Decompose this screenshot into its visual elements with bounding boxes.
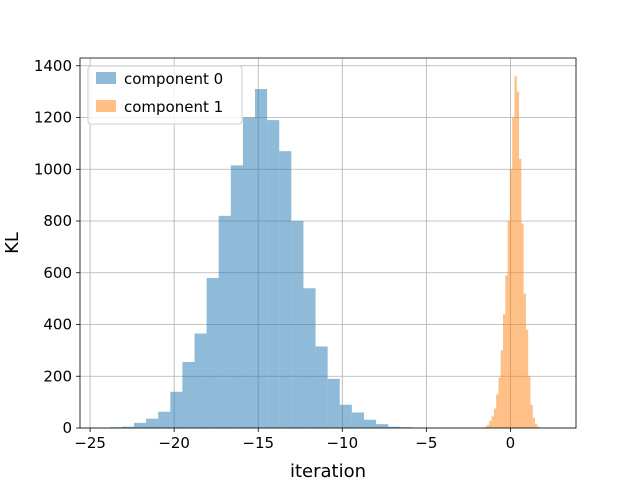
bar-component-0 (315, 346, 328, 428)
x-tick-label: −15 (242, 434, 274, 452)
bar-component-1 (507, 221, 510, 428)
bar-component-1 (493, 408, 497, 428)
plot-frame (79, 57, 577, 429)
bar-component-0 (351, 412, 364, 428)
bar-component-0 (242, 117, 256, 428)
bar-component-0 (339, 404, 352, 428)
bar-component-1 (528, 376, 531, 428)
bar-component-1 (521, 223, 524, 428)
x-tick-label: −5 (415, 434, 437, 452)
series-component-0 (109, 89, 413, 428)
bar-component-1 (519, 158, 522, 428)
bar-component-0 (388, 426, 401, 428)
y-tick-label: 200 (43, 367, 72, 385)
bar-component-0 (230, 165, 243, 428)
bar-component-1 (500, 350, 504, 428)
bar-component-1 (532, 417, 536, 428)
bar-component-1 (487, 424, 490, 428)
bar-component-1 (516, 91, 520, 429)
y-axis-ticks: 0 200 400 600 800 1000 1200 1400 (34, 57, 80, 437)
bar-component-1 (505, 275, 508, 428)
bar-component-0 (303, 288, 316, 428)
y-tick-label: 400 (43, 316, 72, 334)
bar-component-1 (535, 424, 538, 428)
bar-component-0 (363, 419, 377, 428)
bar-component-1 (498, 377, 501, 428)
y-tick-label: 1200 (34, 109, 72, 127)
bar-component-0 (291, 221, 304, 428)
bar-component-0 (279, 151, 292, 428)
legend-label-component-1: component 1 (124, 98, 223, 116)
x-tick-label: −25 (74, 434, 106, 452)
legend: component 0 component 1 (87, 65, 243, 125)
bar-component-0 (194, 333, 207, 428)
bar-component-1 (530, 404, 533, 428)
bar-component-0 (170, 391, 183, 428)
bar-component-1 (537, 426, 540, 428)
x-axis-ticks: −25 −20 −15 −10 −5 0 (74, 428, 515, 452)
bar-component-0 (218, 215, 231, 428)
bar-component-1 (514, 76, 517, 429)
legend-box (87, 65, 243, 125)
bar-component-0 (327, 378, 340, 428)
legend-swatch-component-0 (96, 72, 116, 84)
bar-component-1 (489, 420, 492, 428)
y-tick-label: 600 (43, 264, 72, 282)
x-tick-label: 0 (506, 434, 516, 452)
bar-component-0 (255, 89, 268, 428)
bar-component-1 (525, 329, 529, 428)
bar-component-0 (267, 120, 280, 428)
y-tick-label: 800 (43, 212, 72, 230)
bar-component-1 (509, 169, 513, 429)
x-tick-label: −20 (158, 434, 190, 452)
series-component-1 (480, 76, 545, 429)
x-tick-label: −10 (326, 434, 358, 452)
x-axis-label: iteration (290, 461, 366, 480)
bar-component-0 (121, 426, 134, 428)
bar-component-1 (503, 314, 506, 428)
bar-component-0 (133, 422, 147, 428)
y-tick-label: 0 (62, 419, 72, 437)
bar-component-1 (512, 117, 515, 428)
legend-label-component-0: component 0 (124, 70, 223, 88)
y-tick-label: 1000 (34, 160, 72, 178)
bar-component-0 (146, 418, 159, 428)
bar-component-1 (491, 416, 494, 428)
y-tick-label: 1400 (34, 57, 72, 75)
bar-component-1 (496, 394, 499, 428)
bar-component-0 (182, 362, 195, 428)
bar-component-0 (206, 277, 219, 428)
legend-swatch-component-1 (96, 100, 116, 112)
y-axis-label: KL (2, 232, 23, 254)
bar-component-0 (158, 411, 171, 428)
bar-component-0 (376, 424, 389, 428)
bar-component-1 (523, 293, 526, 428)
bar-component-1 (484, 426, 488, 428)
